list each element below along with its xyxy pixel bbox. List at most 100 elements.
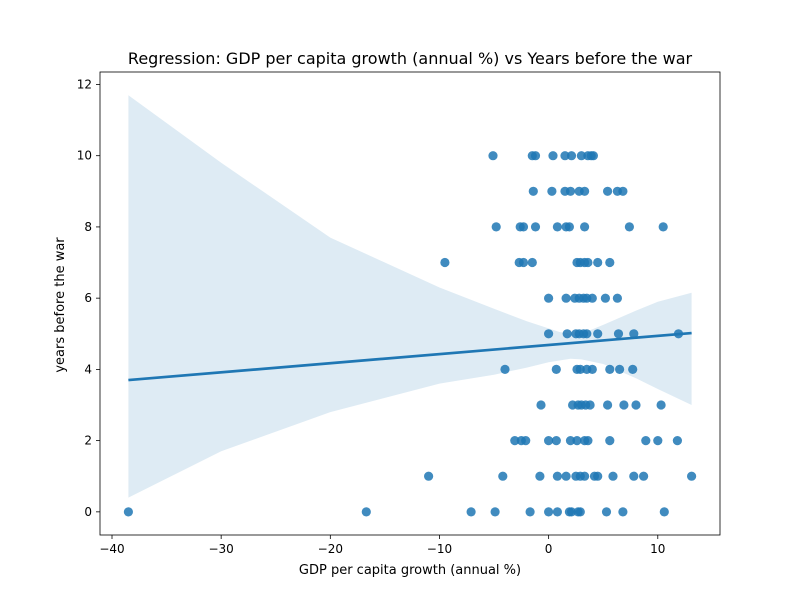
data-point (585, 400, 595, 410)
data-point (612, 293, 623, 303)
data-point (580, 186, 590, 196)
chart-title: Regression: GDP per capita growth (annua… (128, 49, 693, 68)
data-point (424, 471, 434, 481)
data-point (518, 222, 529, 232)
data-point (560, 151, 570, 161)
x-axis-ticks: −40 −30 −20 −10 0 10 (99, 535, 665, 556)
data-point (562, 329, 572, 339)
x-tick-label: −30 (208, 542, 233, 556)
data-point (603, 186, 613, 196)
data-point (551, 364, 561, 374)
data-point (672, 436, 683, 446)
data-point (491, 222, 501, 232)
y-tick-label: 6 (84, 291, 92, 305)
y-tick-label: 2 (84, 434, 92, 448)
data-point (613, 329, 624, 339)
data-point (536, 400, 546, 410)
x-tick-label: 10 (650, 542, 665, 556)
data-point (440, 257, 450, 268)
data-point (583, 257, 593, 268)
x-tick-label: −20 (318, 542, 343, 556)
data-point (603, 400, 613, 410)
y-tick-label: 4 (84, 362, 92, 376)
data-point (580, 471, 590, 481)
y-axis-ticks: 0 2 4 6 8 10 12 (77, 77, 100, 519)
data-point (588, 151, 599, 161)
data-point (576, 151, 587, 161)
data-point (527, 257, 537, 268)
data-point (605, 257, 615, 268)
data-point (528, 186, 538, 196)
regression-line-layer (128, 331, 692, 382)
data-point (608, 471, 618, 481)
data-point (629, 471, 639, 481)
x-tick-label: −40 (99, 542, 124, 556)
scatter-points-layer (123, 151, 697, 517)
data-point (624, 222, 635, 232)
data-point (548, 151, 558, 161)
y-axis-label: years before the war (53, 237, 68, 373)
data-point (605, 436, 615, 446)
data-point (587, 293, 597, 303)
data-point (552, 471, 563, 481)
data-point (593, 257, 603, 268)
data-point (639, 471, 649, 481)
y-tick-label: 10 (77, 149, 92, 163)
data-point (601, 507, 612, 517)
data-point (521, 436, 531, 446)
data-point (498, 471, 508, 481)
data-point (687, 471, 697, 481)
data-point (530, 151, 541, 161)
data-point (552, 507, 563, 517)
y-tick-label: 8 (84, 220, 92, 234)
data-point (552, 222, 563, 232)
data-point (659, 507, 669, 517)
data-point (544, 507, 554, 517)
data-point (547, 186, 557, 196)
data-point (544, 329, 554, 339)
data-point (530, 222, 541, 232)
y-tick-label: 12 (77, 77, 92, 91)
data-point (575, 364, 585, 374)
data-point (580, 222, 590, 232)
data-point (561, 471, 571, 481)
data-point (490, 507, 500, 517)
data-point (564, 222, 575, 232)
data-point (561, 293, 571, 303)
data-point (466, 507, 476, 517)
data-point (619, 400, 629, 410)
data-point (565, 436, 576, 446)
data-point (361, 507, 371, 517)
data-point (631, 400, 641, 410)
data-point (544, 436, 554, 446)
confidence-band-layer (128, 95, 692, 498)
data-point (488, 151, 498, 161)
data-point (618, 507, 628, 517)
data-point (629, 329, 639, 339)
data-point (628, 364, 638, 374)
x-tick-label: 0 (545, 542, 553, 556)
data-point (535, 471, 545, 481)
data-point (656, 400, 666, 410)
data-point (615, 364, 625, 374)
data-point (500, 364, 510, 374)
data-point (587, 364, 597, 374)
data-point (544, 293, 554, 303)
regression-line (128, 331, 692, 382)
data-point (565, 186, 576, 196)
data-point (593, 329, 603, 339)
data-point (572, 436, 582, 446)
data-point (653, 436, 663, 446)
data-point (566, 151, 577, 161)
confidence-band (128, 95, 692, 498)
plot-area-frame (99, 71, 721, 536)
data-point (582, 329, 592, 339)
data-point (583, 436, 593, 446)
data-point (510, 436, 520, 446)
data-point (575, 507, 585, 517)
data-point (518, 257, 529, 268)
data-point (551, 436, 561, 446)
x-axis-label: GDP per capita growth (annual %) (299, 563, 521, 578)
x-tick-label: −10 (427, 542, 452, 556)
